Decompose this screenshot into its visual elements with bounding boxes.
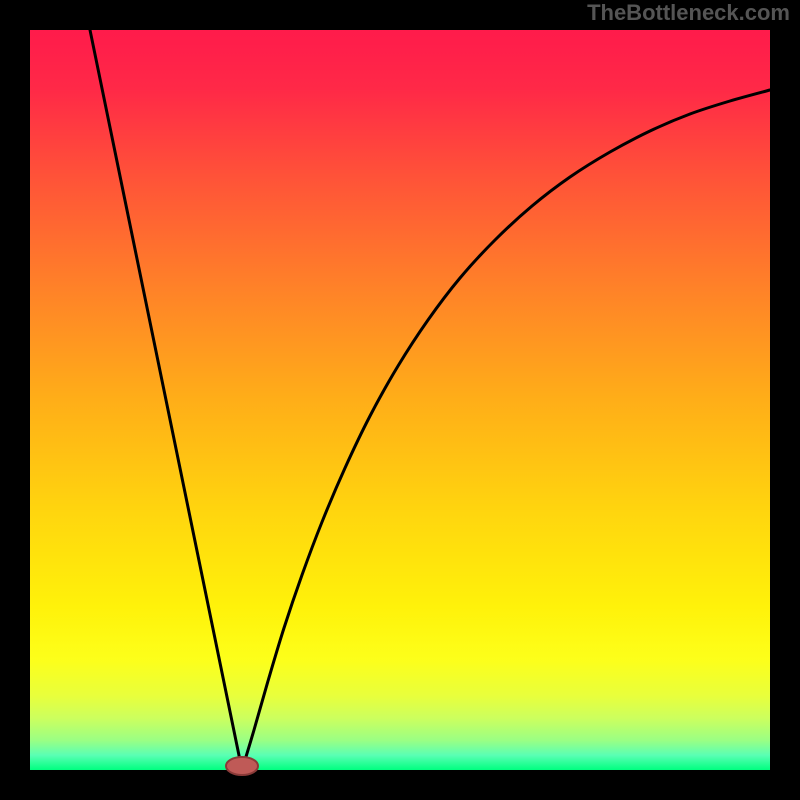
- chart-container: TheBottleneck.com: [0, 0, 800, 800]
- chart-plot-area: [30, 30, 770, 770]
- optimal-point-marker: [226, 757, 258, 775]
- bottleneck-chart: [0, 0, 800, 800]
- watermark-text: TheBottleneck.com: [587, 0, 790, 26]
